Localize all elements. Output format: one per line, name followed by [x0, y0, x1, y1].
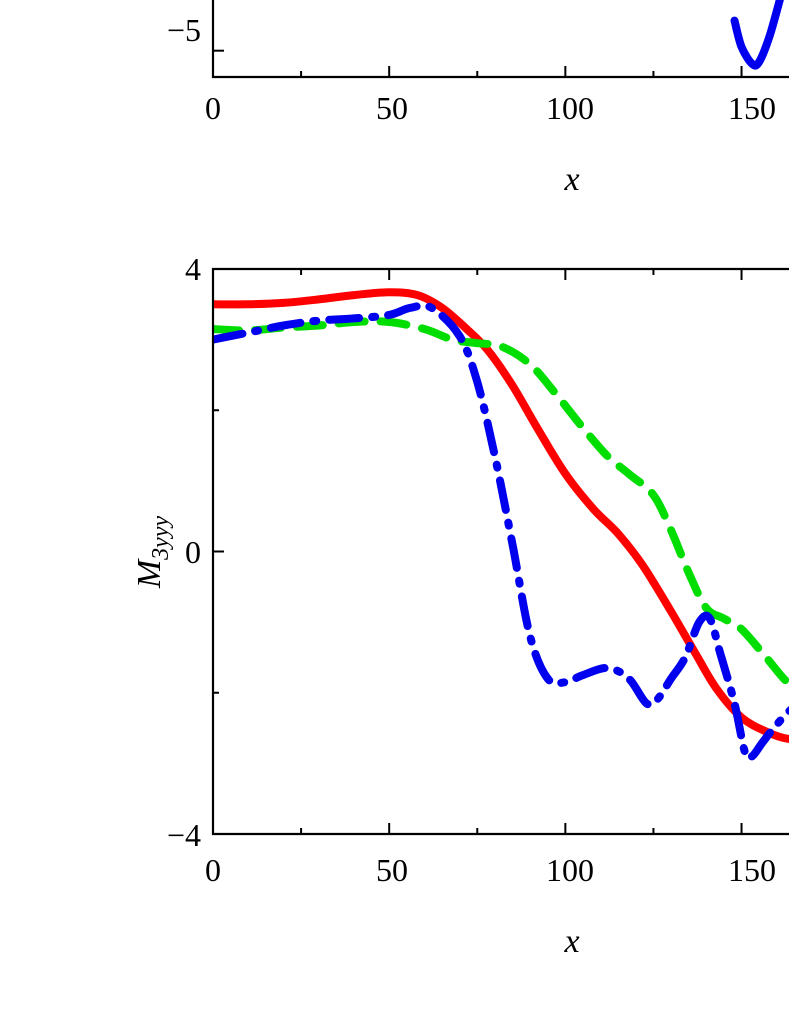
top-x-tick-label-0: 0 [205, 90, 221, 126]
bottom-y-axis-label: M3yyy [131, 516, 174, 590]
bottom-y-tick-label-2: −4 [167, 817, 201, 853]
bottom-series-line-1 [213, 317, 789, 689]
top-x-tick-label-2: 100 [546, 90, 594, 126]
y-axis-label-subscript: 3yyy [148, 516, 174, 561]
bottom-x-tick-label-3: 150 [728, 852, 776, 888]
bottom-x-axis-label: x [563, 923, 579, 960]
bottom-x-tick-label-1: 50 [376, 852, 408, 888]
top-x-axis-label: x [563, 161, 579, 198]
y-axis-label-main: M [131, 558, 168, 589]
top-series-layer [730, 0, 784, 70]
bottom-axes-frame [211, 267, 789, 836]
bottom-x-tick-label-2: 100 [546, 852, 594, 888]
bottom-y-tick-label-0: 4 [185, 251, 201, 287]
top-x-tick-label-1: 50 [376, 90, 408, 126]
bottom-ticks [212, 268, 743, 835]
bottom-series-layer [213, 288, 789, 763]
bottom-panel: 0 50 100 150 4 0 −4 x M3yyy [131, 251, 789, 960]
bottom-x-tick-label-0: 0 [205, 852, 221, 888]
bottom-series-line-0 [213, 288, 789, 743]
top-y-tick-label-0: −5 [167, 12, 201, 48]
top-panel: 0 50 100 150 −5 x [167, 0, 789, 198]
top-series-line-0 [730, 0, 784, 70]
top-axes-frame [211, 0, 789, 79]
bottom-y-tick-label-1: 0 [185, 534, 201, 570]
svg-text:M3yyy: M3yyy [131, 516, 174, 590]
top-x-tick-label-3: 150 [728, 90, 776, 126]
bottom-series-line-2 [213, 301, 789, 763]
top-ticks [212, 49, 743, 77]
